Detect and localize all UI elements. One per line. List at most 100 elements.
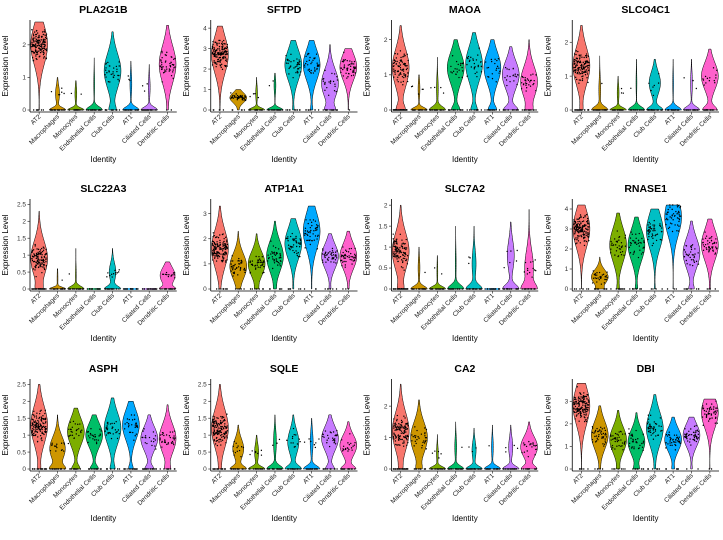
violin-club-cells	[284, 414, 303, 470]
points-dendritic-cells	[340, 433, 356, 470]
violin-ciliated-cells	[682, 416, 701, 470]
x-tick-label: AT2	[391, 113, 404, 126]
violin-monocytes	[247, 434, 266, 470]
violin-endothelial-cells	[446, 225, 465, 290]
violin-at2	[572, 383, 591, 470]
violin-club-cells	[465, 32, 483, 111]
points-ciliated-cells	[141, 83, 157, 111]
y-tick-label: 3	[203, 211, 207, 218]
points-at2	[573, 213, 590, 290]
points-ciliated-cells	[141, 428, 158, 470]
y-tick-label: 1	[565, 444, 569, 451]
points-macrophages	[591, 425, 608, 470]
y-axis-label: Expression Level	[1, 394, 10, 455]
panel-title: PLA2G1B	[79, 4, 128, 16]
violin-macrophages	[410, 246, 428, 290]
y-tick-label: 0.5	[378, 265, 387, 272]
violin-dendritic-cells	[339, 48, 358, 111]
violin-club-cells	[646, 394, 664, 470]
y-tick-label: 1	[203, 432, 207, 439]
violin-club-cells	[465, 427, 483, 470]
violin-ciliated-cells	[682, 58, 701, 111]
points-club-cells	[104, 420, 121, 470]
y-tick-label: 2	[565, 421, 569, 428]
violin-macrophages	[590, 55, 609, 111]
y-tick-label: 1.5	[198, 415, 207, 422]
panel-title: SFTPD	[267, 4, 302, 16]
y-tick-label: 1.5	[17, 415, 26, 422]
violin-ciliated-cells	[501, 221, 520, 290]
violin-dendritic-cells	[701, 218, 719, 290]
violin-dendritic-cells	[520, 39, 538, 111]
violin-dendritic-cells	[701, 398, 719, 470]
x-tick-label: AT2	[30, 292, 43, 305]
violin-monocytes	[428, 434, 447, 470]
points-at2	[31, 29, 48, 111]
violin-monocytes	[247, 77, 266, 111]
points-at1	[122, 288, 139, 290]
x-axis-label: Identity	[90, 334, 116, 343]
points-dendritic-cells	[702, 231, 718, 290]
y-tick-label: 0	[203, 466, 207, 473]
y-tick-label: 0.5	[198, 449, 207, 456]
x-axis-label: Identity	[452, 334, 478, 343]
y-tick-label: 2	[22, 219, 26, 226]
y-tick-label: 1	[565, 266, 569, 273]
violin-ciliated-cells	[501, 424, 520, 470]
points-endothelial-cells	[86, 428, 102, 470]
y-tick-label: 1	[22, 432, 26, 439]
x-tick-label: AT1	[302, 472, 315, 485]
violin-at1	[483, 39, 502, 111]
points-club-cells	[104, 61, 121, 111]
violin-endothelial-cells	[627, 58, 646, 111]
x-tick-label: AT1	[664, 292, 677, 305]
points-at2	[573, 386, 590, 470]
violin-at1	[664, 58, 683, 111]
violin-dendritic-cells	[339, 421, 358, 470]
y-tick-label: 0	[22, 466, 26, 473]
points-ciliated-cells	[321, 247, 338, 290]
points-macrophages	[411, 426, 428, 470]
points-at1	[665, 109, 680, 111]
y-tick-label: 0	[22, 286, 26, 293]
y-tick-label: 1	[565, 73, 569, 80]
points-at1	[303, 219, 319, 290]
x-tick-label: AT2	[210, 292, 223, 305]
points-macrophages	[230, 92, 247, 111]
violin-at1	[664, 416, 682, 470]
y-tick-label: 2	[384, 403, 388, 410]
y-axis-label: Expression Level	[543, 214, 552, 275]
violin-macrophages	[410, 74, 428, 111]
points-at2	[211, 232, 229, 290]
y-tick-label: 0	[203, 286, 207, 293]
violin-endothelial-cells	[627, 216, 646, 290]
violin-ciliated-cells	[682, 220, 701, 290]
x-axis-label: Identity	[90, 155, 116, 164]
y-axis-label: Expression Level	[363, 214, 372, 275]
violin-at1	[483, 424, 502, 470]
x-tick-label: AT2	[572, 472, 585, 485]
violin-ciliated-cells	[321, 44, 339, 111]
y-tick-label: 0.5	[17, 449, 26, 456]
y-tick-label: 0	[565, 107, 569, 114]
points-club-cells	[285, 232, 302, 290]
points-at2	[392, 233, 409, 290]
y-tick-label: 3	[203, 46, 207, 53]
panel-title: ASPH	[89, 363, 118, 375]
x-tick-label: AT2	[391, 292, 404, 305]
points-ciliated-cells	[683, 244, 700, 290]
x-axis-label: Identity	[271, 155, 297, 164]
points-macrophages	[230, 255, 247, 290]
points-dendritic-cells	[159, 271, 176, 290]
y-axis-label: Expression Level	[363, 394, 372, 455]
points-club-cells	[646, 219, 663, 290]
x-tick-label: AT1	[302, 113, 315, 126]
x-tick-label: AT1	[121, 113, 134, 126]
points-at2	[31, 243, 48, 290]
panel-title: SLC22A3	[80, 183, 126, 195]
y-tick-label: 4	[203, 25, 207, 32]
violin-at2	[211, 384, 229, 470]
